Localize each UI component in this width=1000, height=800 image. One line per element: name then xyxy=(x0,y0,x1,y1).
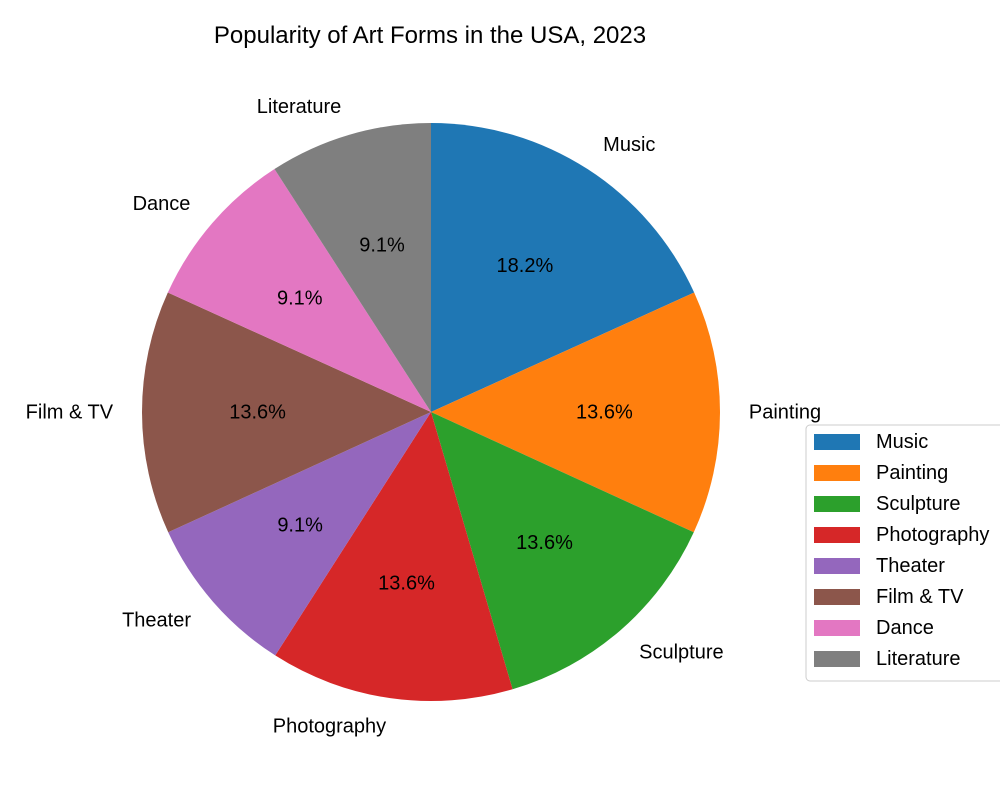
legend-label-dance: Dance xyxy=(876,617,934,639)
legend-swatch-photography xyxy=(814,527,860,543)
percent-label-photography: 13.6% xyxy=(378,573,435,595)
legend-swatch-literature xyxy=(814,651,860,667)
chart-title: Popularity of Art Forms in the USA, 2023 xyxy=(214,22,646,49)
legend-swatch-sculpture xyxy=(814,496,860,512)
percent-label-dance: 9.1% xyxy=(277,288,323,310)
legend-swatch-dance xyxy=(814,620,860,636)
category-label-sculpture: Sculpture xyxy=(639,641,724,663)
percent-label-theater: 9.1% xyxy=(277,515,323,537)
legend-label-photography: Photography xyxy=(876,524,989,546)
category-label-theater: Theater xyxy=(122,610,191,632)
percent-label-sculpture: 13.6% xyxy=(516,532,573,554)
legend-frame xyxy=(805,424,1000,682)
slice-film-tv xyxy=(141,292,431,533)
category-label-music: Music xyxy=(603,134,655,156)
percent-label-film-tv: 13.6% xyxy=(229,401,286,423)
category-label-painting: Painting xyxy=(749,401,821,423)
legend-label-music: Music xyxy=(876,431,928,453)
category-label-dance: Dance xyxy=(133,193,191,215)
legend-swatch-painting xyxy=(814,465,860,481)
slice-literature xyxy=(274,123,431,412)
percent-label-painting: 13.6% xyxy=(576,401,633,423)
legend-swatch-theater xyxy=(814,558,860,574)
legend-label-film-tv: Film & TV xyxy=(876,586,964,608)
slice-sculpture xyxy=(431,412,694,690)
category-label-literature: Literature xyxy=(257,96,342,118)
legend-label-literature: Literature xyxy=(876,648,961,670)
legend-swatch-music xyxy=(814,434,860,450)
slice-painting xyxy=(431,292,721,533)
legend-label-theater: Theater xyxy=(876,555,945,577)
slice-photography xyxy=(275,412,513,702)
pie-slices xyxy=(141,123,721,702)
category-label-photography: Photography xyxy=(273,716,386,738)
slice-dance xyxy=(167,169,431,412)
percent-label-literature: 9.1% xyxy=(359,235,405,257)
legend: Music Painting Sculpture Photography Theater… xyxy=(805,424,1000,682)
legend-label-sculpture: Sculpture xyxy=(876,493,961,515)
category-label-film-tv: Film & TV xyxy=(26,401,114,423)
legend-swatch-film-tv xyxy=(814,589,860,605)
slice-labels: 18.2% Music 13.6% Painting 13.6% Sculpture 13.… xyxy=(26,96,822,738)
slice-theater xyxy=(168,412,431,656)
legend-label-painting: Painting xyxy=(876,462,948,484)
percent-label-music: 18.2% xyxy=(497,255,554,277)
slice-music xyxy=(431,123,695,412)
